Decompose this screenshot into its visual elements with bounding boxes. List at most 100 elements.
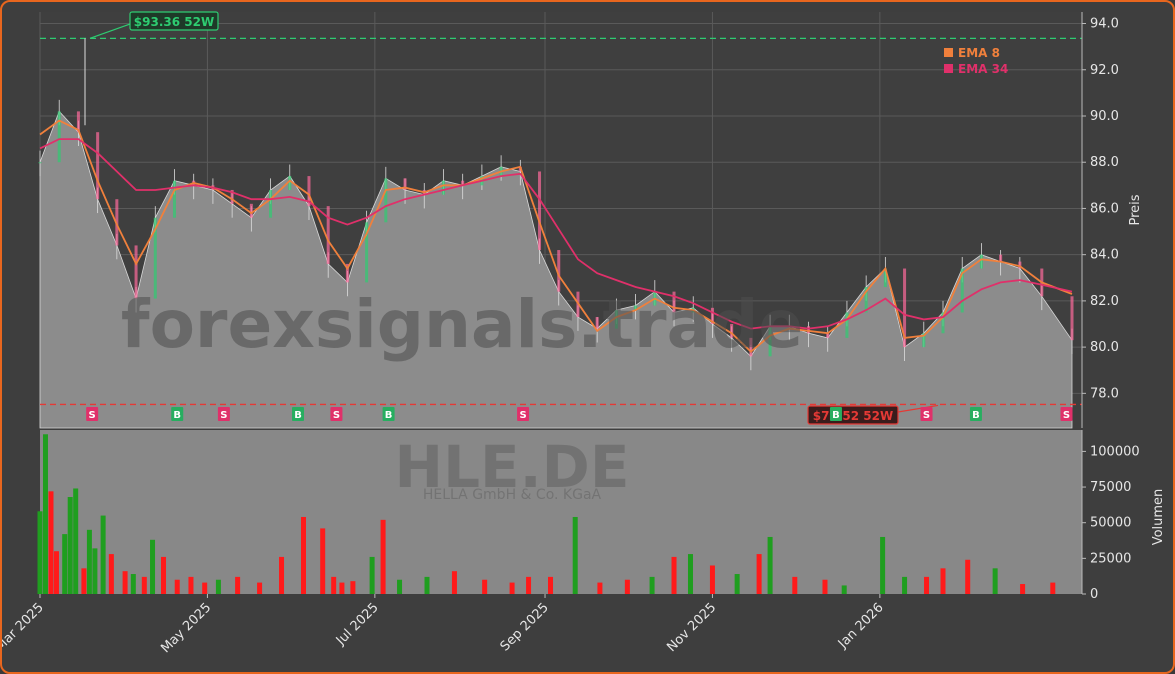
price-tick-label: 94.0 [1090, 17, 1119, 32]
legend-swatch [944, 64, 953, 73]
candle-body [941, 312, 945, 334]
candle-body [326, 206, 330, 264]
candle-body [249, 203, 253, 218]
sell-signal-marker: S [517, 407, 530, 421]
volume-bar [81, 568, 87, 594]
low-52w-arrow [897, 404, 939, 413]
x-tick-label: Jan 2026 [835, 600, 887, 652]
volume-bar [100, 515, 106, 594]
volume-plot-area [40, 430, 1082, 594]
candle-body [595, 317, 599, 329]
candle-body [826, 333, 830, 338]
volume-bar [767, 536, 773, 594]
candle-body [288, 176, 292, 190]
legend-swatch [944, 48, 953, 57]
price-tick-label: 90.0 [1090, 109, 1119, 124]
legend-item: EMA 8 [944, 46, 1000, 60]
volume-tick-label: 75000 [1090, 480, 1131, 495]
candle-body [845, 312, 849, 338]
price-tick-label: 80.0 [1090, 340, 1119, 355]
signal-box [86, 407, 99, 421]
candle-body [76, 111, 80, 133]
sell-signal-marker: S [86, 407, 99, 421]
volume-bar [940, 568, 946, 594]
volume-bar [526, 576, 532, 594]
buy-signal-marker: B [382, 407, 395, 421]
volume-bar [649, 576, 655, 594]
volume-bar [687, 554, 693, 594]
price-tick-label: 88.0 [1090, 155, 1119, 170]
volume-bar [548, 576, 554, 594]
volume-bar [235, 576, 241, 594]
signal-label: S [1063, 410, 1070, 421]
candle-body [96, 132, 100, 200]
candle-body [749, 337, 753, 357]
high-52w-label-box [129, 11, 219, 31]
volume-bar [188, 576, 194, 594]
signal-label: B [832, 410, 840, 421]
candle-body [538, 171, 542, 251]
volume-bar [671, 556, 677, 594]
price-tick-label: 92.0 [1090, 63, 1119, 78]
candle-body [461, 180, 465, 186]
volume-bar [902, 576, 908, 594]
volume-bar [482, 579, 488, 594]
volume-bar [122, 571, 128, 594]
volume-bar [73, 488, 79, 594]
low-52w-label-text: $77.52 52W [813, 409, 893, 423]
volume-bar [597, 582, 603, 594]
candle-body [614, 310, 618, 329]
volume-axis-title: Volumen [1151, 489, 1166, 546]
x-tick-label: Mar 2025 [2, 600, 47, 654]
volume-bar [62, 534, 68, 594]
sell-signal-marker: S [920, 407, 933, 421]
volume-bar [992, 568, 998, 594]
legend-label: EMA 8 [958, 46, 1000, 60]
buy-signal-marker: B [171, 407, 184, 421]
signal-label: S [519, 410, 526, 421]
candle-body [730, 324, 734, 338]
volume-bar [924, 576, 930, 594]
volume-bar [174, 579, 180, 594]
candle-body [807, 326, 811, 334]
candle-body [269, 189, 273, 218]
volume-bar [624, 579, 630, 594]
signal-box [330, 407, 343, 421]
price-axis-title: Preis [1128, 194, 1143, 225]
signal-box [217, 407, 230, 421]
signal-label: B [385, 410, 393, 421]
candle-body [768, 326, 772, 357]
signal-label: S [89, 410, 96, 421]
volume-tick-label: 100000 [1090, 444, 1140, 459]
volume-bar [320, 528, 326, 594]
volume-bar [1050, 582, 1056, 594]
high-52w-label-text: $93.36 52W [134, 15, 214, 29]
volume-bar [756, 554, 762, 594]
price-tick-label: 82.0 [1090, 294, 1119, 309]
candle-body [345, 263, 349, 283]
high-52w-label: $93.36 52W [89, 11, 219, 39]
signal-box [517, 407, 530, 421]
volume-bar [331, 576, 337, 594]
ema-line-34 [39, 138, 1073, 330]
candle-body [634, 305, 638, 311]
volume-bar [300, 516, 306, 594]
candle-body [403, 178, 407, 190]
signal-box [829, 407, 842, 421]
volume-bar [141, 576, 147, 594]
volume-bar [380, 519, 386, 594]
candle-body [57, 111, 61, 163]
volume-bar [130, 574, 136, 594]
signal-label: B [294, 410, 302, 421]
sell-signal-marker: S [217, 407, 230, 421]
candle-body [672, 291, 676, 313]
signal-label: S [923, 410, 930, 421]
volume-tick-label: 50000 [1090, 516, 1131, 531]
price-panel: $93.36 52W $77.52 52W S B S B S B S B S B S 78.0 80.0 8… [38, 11, 1143, 429]
legend-label: EMA 34 [958, 62, 1008, 76]
volume-bar [257, 582, 263, 594]
volume-tick-label: 25000 [1090, 551, 1131, 566]
volume-bar [841, 585, 847, 594]
